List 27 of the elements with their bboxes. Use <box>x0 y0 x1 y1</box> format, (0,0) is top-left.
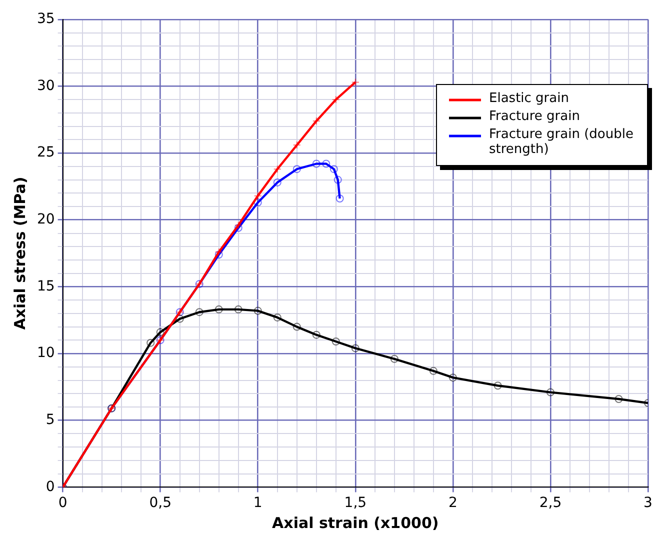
x-tick-label: 3 <box>644 495 652 512</box>
legend-label: Elastic grain <box>489 91 569 106</box>
y-axis-title: Axial stress (MPa) <box>10 176 29 330</box>
legend-label: Fracture grain <box>489 109 580 124</box>
x-tick-label: 2,5 <box>539 495 562 512</box>
x-tick-label: 1 <box>253 495 262 512</box>
x-tick-label: 1,5 <box>344 495 367 512</box>
y-tick-label: 10 <box>36 345 55 362</box>
y-tick-label: 5 <box>46 412 55 428</box>
point <box>312 116 320 125</box>
y-tick-label: 25 <box>36 144 55 161</box>
y-tick-label: 30 <box>36 78 55 94</box>
x-tick-label: 2 <box>448 495 458 512</box>
point <box>332 96 340 104</box>
y-tick-label: 0 <box>46 478 55 495</box>
x-tick-label: 0,5 <box>149 495 172 512</box>
x-tick-label: 0 <box>58 495 68 512</box>
y-tick-label: 35 <box>36 11 55 28</box>
y-tick-label: 15 <box>36 278 55 294</box>
point <box>292 141 301 150</box>
y-tick-label: 20 <box>36 212 55 228</box>
x-axis-title: Axial strain (x1000) <box>272 514 439 532</box>
legend-label: Fracture grain (double strength) <box>489 127 634 157</box>
point <box>254 192 262 200</box>
point <box>214 248 223 256</box>
point <box>234 221 242 230</box>
point <box>273 165 282 174</box>
